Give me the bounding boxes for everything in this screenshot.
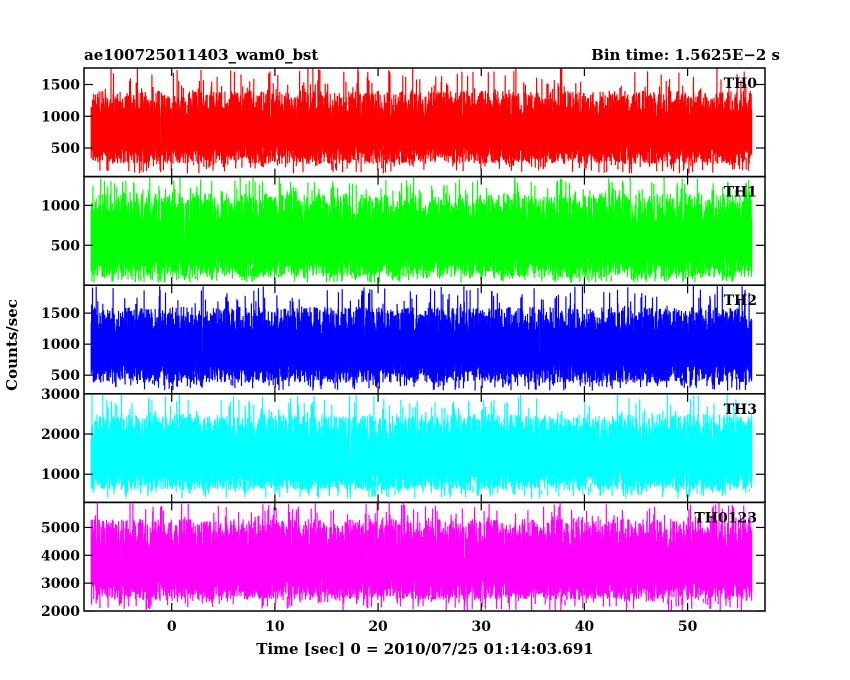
y-tick-label: 3000	[41, 387, 80, 403]
x-axis: 0 10 20 30 40 50	[167, 619, 698, 635]
series-trace-th0	[90, 68, 753, 174]
panel-label: TH1	[724, 185, 757, 201]
panel-label: TH0	[724, 76, 758, 92]
panel-th2: 500 1000 1500 TH2	[41, 284, 766, 395]
panel-frame	[83, 501, 766, 612]
x-tick-label: 0	[167, 619, 177, 635]
x-axis-label: Time [sec] 0 = 2010/07/25 01:14:03.691	[256, 640, 593, 658]
chart-title-right: Bin time: 1.5625E−2 s	[591, 46, 780, 64]
x-tick-label: 10	[265, 619, 285, 635]
panel-th0: 500 1000 1500 TH0	[41, 67, 766, 178]
chart-title-left: ae100725011403_wam0_bst	[84, 46, 318, 64]
panel-th0123: 2000 3000 4000 5000 TH0123	[41, 501, 766, 620]
x-tick-label: 40	[575, 619, 595, 635]
y-tick-label: 4000	[41, 548, 80, 564]
y-tick-label: 1000	[41, 467, 80, 483]
y-axis-label: Counts/sec	[3, 299, 21, 391]
y-tick-label: 3000	[41, 576, 80, 592]
x-tick-label: 20	[368, 619, 388, 635]
y-tick-label: 1500	[41, 306, 80, 322]
panels-group: 500 1000 1500 TH0 500 1000 TH1 500 1000 1500 TH2 10…	[41, 67, 766, 620]
y-tick-label: 1000	[41, 337, 80, 353]
series-trace-th0123	[90, 502, 753, 611]
y-tick-label: 1000	[41, 198, 80, 214]
panel-label: TH2	[724, 293, 757, 309]
y-tick-label: 500	[51, 141, 80, 157]
y-tick-label: 2000	[41, 604, 80, 620]
panel-label: TH3	[724, 402, 757, 418]
x-tick-label: 50	[678, 619, 698, 635]
y-tick-label: 500	[51, 238, 80, 254]
y-tick-label: 2000	[41, 427, 80, 443]
series-trace-th1	[90, 176, 753, 283]
x-tick-label: 30	[472, 619, 492, 635]
series-trace-th3	[90, 393, 753, 499]
panel-label: TH0123	[694, 510, 757, 526]
y-tick-label: 500	[51, 368, 80, 384]
series-trace-th2	[90, 285, 753, 391]
panel-th1: 500 1000 TH1	[41, 175, 766, 286]
y-tick-label: 1500	[41, 78, 80, 94]
y-tick-label: 5000	[41, 520, 80, 536]
y-tick-label: 1000	[41, 109, 80, 125]
panel-th3: 1000 2000 3000 TH3	[41, 387, 766, 504]
